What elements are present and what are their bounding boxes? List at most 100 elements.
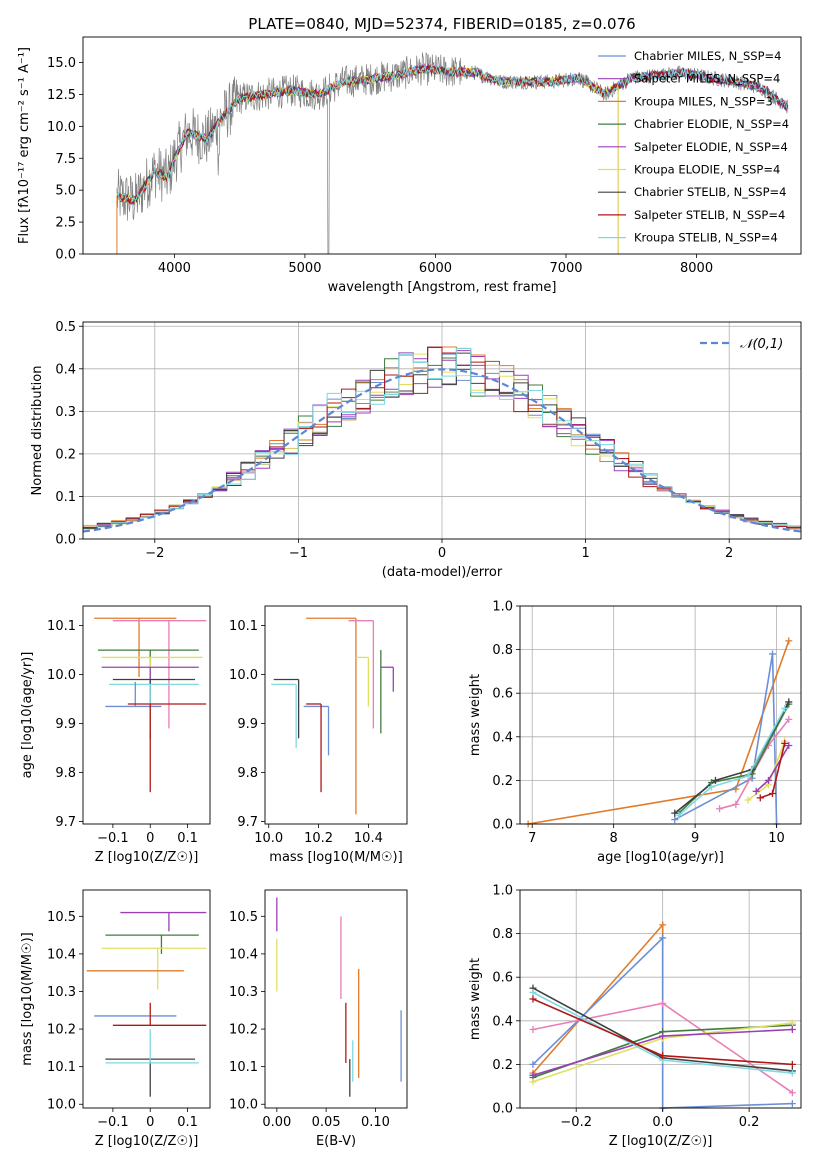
y-tick-label: 0.1 bbox=[55, 490, 76, 505]
data-point bbox=[675, 811, 683, 819]
legend-entry: Salpeter MILES, N_SSP=4 bbox=[634, 72, 780, 86]
y-axis-label: mass weight bbox=[468, 958, 483, 1040]
x-tick-label: 0 bbox=[438, 546, 446, 561]
y-tick-label: 10.0 bbox=[47, 668, 76, 683]
y-tick-label: 10.0 bbox=[47, 1098, 76, 1113]
legend-entry: Salpeter ELODIE, N_SSP=4 bbox=[634, 140, 788, 154]
y-axis-label: age [log10(age/yr)] bbox=[20, 652, 35, 779]
plot-frame bbox=[82, 605, 211, 825]
x-tick-label: −1 bbox=[289, 546, 308, 561]
x-tick-label: 0.1 bbox=[177, 831, 198, 846]
data-point bbox=[529, 1078, 537, 1086]
y-axis-label: mass [log10(M/M☉)] bbox=[20, 932, 35, 1065]
x-tick-label: −0.1 bbox=[97, 1115, 129, 1130]
y-tick-label: 10.0 bbox=[229, 668, 258, 683]
legend-entry: Chabrier STELIB, N_SSP=4 bbox=[634, 185, 786, 199]
y-tick-label: 0.2 bbox=[492, 1058, 513, 1073]
x-tick-label: 0 bbox=[146, 1115, 154, 1130]
y-tick-label: 10.1 bbox=[47, 1060, 76, 1075]
x-axis-label: Z [log10(Z/Z☉)] bbox=[95, 850, 199, 865]
y-tick-label: 15.0 bbox=[47, 56, 76, 71]
data-point bbox=[768, 789, 776, 797]
legend-entry: Chabrier MILES, N_SSP=4 bbox=[634, 49, 781, 63]
x-tick-label: 5000 bbox=[288, 261, 321, 276]
x-tick-label: 0.05 bbox=[312, 1115, 341, 1130]
data-point bbox=[781, 704, 789, 712]
y-axis-label: mass weight bbox=[468, 674, 483, 756]
series-line bbox=[678, 703, 790, 814]
y-tick-label: 5.0 bbox=[55, 184, 76, 199]
model-spectrum-line bbox=[116, 64, 789, 203]
data-point bbox=[785, 698, 793, 706]
plot-frame bbox=[519, 605, 802, 825]
y-tick-label: 0.0 bbox=[55, 248, 76, 263]
x-tick-label: 0.10 bbox=[361, 1115, 390, 1130]
x-axis-label: Z [log10(Z/Z☉)] bbox=[95, 1134, 199, 1149]
data-point bbox=[764, 776, 772, 784]
x-tick-label: 4000 bbox=[158, 261, 191, 276]
y-tick-label: 0.3 bbox=[55, 405, 76, 420]
plot-frame bbox=[82, 889, 211, 1109]
x-tick-label: 0 bbox=[146, 831, 154, 846]
x-tick-label: −0.1 bbox=[97, 831, 129, 846]
data-point bbox=[788, 1089, 796, 1097]
legend-entry: Kroupa MILES, N_SSP=3 bbox=[634, 94, 773, 108]
y-tick-label: 0.2 bbox=[55, 447, 76, 462]
x-tick-label: −2 bbox=[145, 546, 164, 561]
data-point bbox=[529, 1071, 537, 1079]
x-tick-label: −0.2 bbox=[560, 1115, 592, 1130]
x-tick-label: 1 bbox=[581, 546, 589, 561]
y-tick-label: 0.8 bbox=[492, 927, 513, 942]
data-point bbox=[752, 787, 760, 795]
data-point bbox=[529, 1026, 537, 1034]
data-point bbox=[785, 742, 793, 750]
data-point bbox=[756, 794, 764, 802]
data-point bbox=[768, 650, 776, 658]
y-tick-label: 0.2 bbox=[492, 774, 513, 789]
x-tick-label: 8000 bbox=[680, 261, 713, 276]
x-tick-label: 7000 bbox=[549, 261, 582, 276]
normal-curve bbox=[82, 368, 802, 533]
y-tick-label: 10.3 bbox=[229, 985, 258, 1000]
x-tick-label: 10 bbox=[768, 831, 785, 846]
y-tick-label: 9.9 bbox=[55, 717, 76, 732]
series-line bbox=[527, 640, 790, 825]
y-tick-label: 10.0 bbox=[229, 1098, 258, 1113]
model-spectrum-line bbox=[116, 64, 619, 254]
y-tick-label: 0.4 bbox=[492, 730, 513, 745]
y-tick-label: 12.5 bbox=[47, 88, 76, 103]
y-tick-label: 1.0 bbox=[492, 884, 513, 899]
data-point bbox=[529, 995, 537, 1003]
x-axis-label: mass [log10(M/M☉)] bbox=[269, 850, 402, 865]
y-tick-label: 10.4 bbox=[229, 947, 258, 962]
plot-frame bbox=[264, 889, 408, 1109]
y-tick-label: 9.8 bbox=[55, 766, 76, 781]
series-line bbox=[674, 653, 778, 825]
x-tick-label: 0.0 bbox=[652, 1115, 673, 1130]
data-point bbox=[732, 800, 740, 808]
plot-frame bbox=[264, 605, 408, 825]
y-tick-label: 10.0 bbox=[47, 120, 76, 135]
y-tick-label: 10.1 bbox=[229, 619, 258, 634]
data-point bbox=[659, 999, 667, 1007]
y-tick-label: 10.5 bbox=[229, 910, 258, 925]
data-point bbox=[671, 816, 679, 824]
x-tick-label: 0.2 bbox=[739, 1115, 760, 1130]
x-tick-label: 10.4 bbox=[354, 831, 383, 846]
y-tick-label: 10.1 bbox=[229, 1060, 258, 1075]
data-point bbox=[788, 1019, 796, 1027]
x-tick-label: 9 bbox=[691, 831, 699, 846]
x-axis-label: E(B-V) bbox=[316, 1134, 356, 1149]
data-point bbox=[788, 1026, 796, 1034]
spectrum-lines bbox=[116, 51, 789, 254]
x-axis-label: wavelength [Angstrom, rest frame] bbox=[328, 280, 557, 295]
data-point bbox=[788, 1069, 796, 1077]
legend-entry: 𝒩(0,1) bbox=[740, 337, 783, 352]
y-tick-label: 0.0 bbox=[492, 818, 513, 833]
data-point bbox=[711, 776, 719, 784]
x-tick-label: 2 bbox=[725, 546, 733, 561]
data-point bbox=[785, 715, 793, 723]
model-spectrum-line bbox=[116, 65, 619, 254]
y-tick-label: 9.7 bbox=[237, 815, 258, 830]
